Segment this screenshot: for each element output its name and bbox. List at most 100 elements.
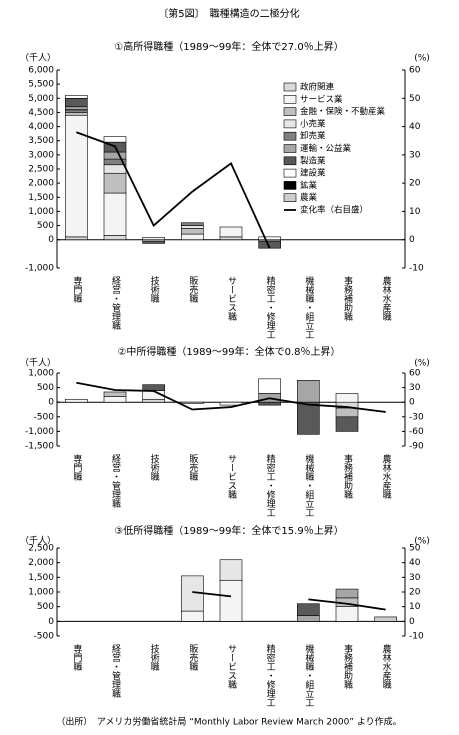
y-tick-label: 2,500 <box>28 165 54 175</box>
y-tick-label: 1,500 <box>28 573 54 583</box>
legend-swatch <box>283 131 297 141</box>
y2-axis-label: (%) <box>414 537 430 547</box>
legend-swatch <box>283 144 297 153</box>
y2-tick-label: 30 <box>409 383 421 393</box>
y-tick-label: 5,000 <box>28 94 54 104</box>
y-tick-label: -500 <box>34 632 55 642</box>
y2-tick-label: 0 <box>409 235 415 245</box>
x-tick-label: 販売職 <box>187 453 198 482</box>
chart-title: ③低所得職種（1989～99年：全体で15.9％上昇） <box>114 524 343 537</box>
y2-tick-label: 30 <box>409 573 421 583</box>
bar-segment <box>65 398 88 403</box>
y-tick-label: 6,000 <box>28 66 54 76</box>
y-tick-label: 2,500 <box>28 544 54 554</box>
y-tick-label: -1,500 <box>25 442 54 452</box>
y2-tick-label: 60 <box>409 66 421 76</box>
y-tick-label: 2,000 <box>28 558 54 568</box>
change-line <box>192 591 386 611</box>
bar-segment <box>65 106 88 110</box>
legend-label: 変化率（右目盛） <box>300 205 368 216</box>
y-tick-label: 500 <box>37 221 54 231</box>
legend-swatch <box>283 156 297 166</box>
legend-label: 卸売業 <box>300 131 326 142</box>
y-tick-label: -500 <box>34 412 55 422</box>
bar-segment <box>335 606 359 622</box>
bar-segment <box>103 192 127 236</box>
bar-segment <box>374 616 397 622</box>
legend-swatch <box>283 119 297 129</box>
y2-tick-label: -90 <box>409 442 424 452</box>
bar-segment <box>297 379 320 403</box>
bar-segment <box>335 407 359 418</box>
bar-segment <box>181 228 204 235</box>
legend-swatch <box>283 181 297 190</box>
x-tick-label: 販売職 <box>187 643 198 672</box>
x-tick-label: 精密工・修理工 <box>265 453 276 517</box>
chart-title: ②中所得職種（1989～99年：全体で0.8％上昇） <box>117 345 340 358</box>
y-tick-label: 4,000 <box>28 122 54 132</box>
y-axis-label: （千人） <box>20 53 56 64</box>
bar-segment <box>142 384 165 391</box>
legend-label: 小売業 <box>300 118 326 129</box>
legend-swatch <box>283 95 297 104</box>
bar-segment <box>219 236 243 241</box>
y-tick-label: 1,000 <box>28 369 54 379</box>
bar-segment <box>103 136 127 143</box>
x-tick-label: 技術職 <box>149 275 160 304</box>
x-tick-label: 販売職 <box>187 275 198 304</box>
x-tick-label: 農林水産職 <box>381 643 392 690</box>
x-tick-label: 事務補助職 <box>342 643 353 690</box>
x-tick-label: 専門職 <box>71 275 82 304</box>
bar-segment <box>219 559 243 581</box>
bar-segment <box>65 97 88 108</box>
y-tick-label: 1,500 <box>28 193 54 203</box>
y-tick-label: 0 <box>48 235 54 245</box>
bar-segment <box>335 416 359 432</box>
y-tick-label: 0 <box>48 617 54 627</box>
bar-segment <box>103 164 127 174</box>
x-tick-label: 専門職 <box>71 643 82 672</box>
legend-swatch <box>283 107 297 116</box>
bar-segment <box>297 615 320 622</box>
y2-tick-label: 10 <box>409 602 421 612</box>
x-tick-label: 農林水産職 <box>381 453 392 500</box>
chart-title: ①高所得職種（1989～99年：全体で27.0％上昇） <box>114 40 343 53</box>
bar-segment <box>65 112 88 116</box>
change-line <box>76 131 271 249</box>
bar-segment <box>103 172 127 194</box>
y-tick-label: 500 <box>37 602 54 612</box>
y2-axis-label: (%) <box>414 359 430 369</box>
legend-label: 政府関連 <box>300 82 335 93</box>
y2-tick-label: 0 <box>409 617 415 627</box>
legend-label: 運輸・公益業 <box>300 143 352 154</box>
y2-tick-label: 20 <box>409 588 421 598</box>
x-tick-label: 事務補助職 <box>342 453 353 500</box>
bar-segment <box>181 222 204 226</box>
y2-tick-label: -30 <box>409 412 424 422</box>
bar-segment <box>142 240 165 244</box>
x-tick-label: 経営・管理職 <box>110 453 121 509</box>
x-tick-label: サービス職 <box>226 644 237 690</box>
x-tick-label: 機械職・組立工 <box>303 275 314 339</box>
x-tick-label: 精密工・修理工 <box>265 275 276 339</box>
bar-segment <box>103 396 127 403</box>
y-tick-label: 500 <box>37 383 54 393</box>
bar-segment <box>103 391 127 397</box>
y2-tick-label: 40 <box>409 558 421 568</box>
bar-segment <box>142 398 165 403</box>
legend-label: サービス業 <box>300 94 343 105</box>
y2-tick-label: 30 <box>409 150 421 160</box>
bar-segment <box>103 235 127 241</box>
source-note: （出所） アメリカ労働省統計局 “Monthly Labor Review Ma… <box>56 716 401 728</box>
bar-segment <box>335 393 359 403</box>
y2-tick-label: -10 <box>409 264 424 274</box>
x-tick-label: 機械職・組立工 <box>303 643 314 707</box>
x-tick-label: 経営・管理職 <box>110 275 121 331</box>
y-tick-label: 0 <box>48 398 54 408</box>
x-tick-label: 技術職 <box>149 643 160 672</box>
x-tick-label: 機械職・組立工 <box>303 453 314 517</box>
legend-label: 鉱業 <box>300 180 318 191</box>
y2-tick-label: 60 <box>409 369 421 379</box>
bar-segment <box>297 603 320 616</box>
legend-swatch <box>283 168 297 178</box>
